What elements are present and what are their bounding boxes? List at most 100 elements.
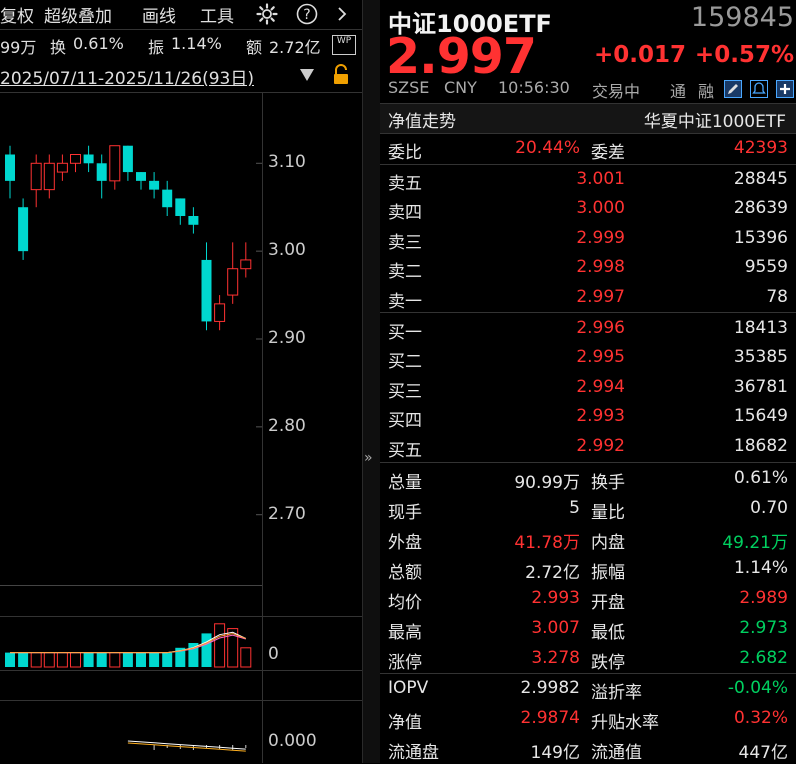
candle[interactable]	[70, 154, 81, 173]
candle[interactable]	[149, 172, 160, 199]
fund-row[interactable]: IOPV 2.9982 溢折率 -0.04%	[388, 675, 788, 704]
detail-row[interactable]: 总量 90.99万 换手 0.61%	[388, 465, 788, 494]
volume-chart[interactable]	[0, 617, 262, 669]
bid-price: 2.995	[576, 347, 625, 368]
fund-label: 净值	[388, 713, 422, 733]
candlestick-chart[interactable]	[0, 93, 262, 585]
bid-row[interactable]: 买一 2.996 18413	[388, 315, 788, 344]
detail-row[interactable]: 现手 5 量比 0.70	[388, 495, 788, 524]
bid-row[interactable]: 买三 2.994 36781	[388, 374, 788, 403]
toolbar-overlay-button[interactable]: 超级叠加	[44, 7, 112, 27]
candle[interactable]	[18, 198, 29, 260]
candle[interactable]	[83, 145, 94, 173]
dropdown-triangle-icon[interactable]	[299, 68, 315, 82]
ask-row[interactable]: 卖三 2.999 15396	[388, 225, 788, 254]
candle[interactable]	[56, 154, 68, 181]
detail-value: 90.99万	[514, 473, 580, 493]
edit-icon[interactable]	[724, 80, 742, 98]
volume-bar[interactable]	[227, 628, 239, 668]
expand-chevron-icon[interactable]: »	[364, 450, 373, 466]
candle[interactable]	[227, 242, 239, 304]
bid-row[interactable]: 买二 2.995 35385	[388, 344, 788, 373]
volume-bar[interactable]	[43, 652, 55, 668]
volume-bar[interactable]	[30, 652, 42, 668]
macd-chart[interactable]	[0, 701, 262, 763]
volume-bar[interactable]	[122, 652, 133, 667]
candle[interactable]	[175, 198, 186, 225]
volume-bar[interactable]	[240, 647, 252, 668]
candle[interactable]	[201, 242, 212, 331]
bid-volume: 15649	[733, 406, 788, 427]
candle[interactable]	[5, 145, 15, 199]
toolbar-draw-button[interactable]: 画线	[142, 7, 176, 27]
volume-ma-line	[10, 633, 246, 654]
volume-bar[interactable]	[5, 652, 15, 667]
help-icon[interactable]: ?	[296, 3, 318, 25]
ask-volume: 15396	[733, 227, 788, 248]
volume-bar[interactable]	[162, 652, 173, 667]
candle[interactable]	[122, 145, 133, 181]
detail-label: 内盘	[591, 533, 625, 553]
candle[interactable]	[240, 242, 252, 278]
bid-price: 2.996	[576, 318, 625, 338]
wp-icon[interactable]: WP	[332, 35, 356, 55]
candle[interactable]	[109, 145, 121, 190]
toolbar-fuquan-button[interactable]: 复权	[0, 7, 34, 27]
ask-level-label: 卖四	[388, 203, 422, 224]
detail-row[interactable]: 外盘 41.78万 内盘 49.21万	[388, 525, 788, 554]
detail-row[interactable]: 涨停 3.278 跌停 2.682	[388, 645, 788, 674]
volume-bar[interactable]	[201, 633, 212, 667]
volume-bar[interactable]	[83, 652, 94, 667]
volume-bar[interactable]	[214, 623, 226, 668]
bell-icon[interactable]	[750, 80, 768, 98]
candle[interactable]	[162, 180, 173, 216]
volume-bar[interactable]	[96, 652, 107, 667]
macd-line	[127, 740, 246, 750]
candle[interactable]	[214, 295, 226, 331]
price-axis-tick: 2.70	[268, 503, 306, 524]
lock-icon[interactable]	[331, 64, 351, 86]
detail-row[interactable]: 最高 3.007 最低 2.973	[388, 615, 788, 644]
fund-label: IOPV	[388, 678, 429, 698]
detail-row[interactable]: 均价 2.993 开盘 2.989	[388, 585, 788, 614]
ask-price: 2.999	[576, 227, 625, 248]
ask-row[interactable]: 卖二 2.998 9559	[388, 254, 788, 283]
detail-label: 涨停	[388, 653, 422, 673]
gear-icon[interactable]	[256, 3, 278, 25]
nav-trend-tab[interactable]: 净值走势 华夏中证1000ETF	[380, 104, 796, 133]
bid-row[interactable]: 买四 2.993 15649	[388, 403, 788, 432]
candle[interactable]	[136, 172, 146, 190]
ask-row[interactable]: 卖五 3.001 28845	[388, 166, 788, 195]
svg-text:?: ?	[303, 7, 310, 23]
date-range[interactable]: 2025/07/11-2025/11/26(93日)	[0, 69, 254, 89]
volume-bar[interactable]	[109, 652, 121, 668]
macd-axis-tick: 0.000	[268, 731, 317, 751]
candle[interactable]	[96, 154, 107, 199]
volume-bar[interactable]	[175, 647, 186, 667]
volume-bar[interactable]	[56, 652, 68, 668]
price-change-pct: +0.57%	[694, 42, 794, 68]
volume-bar[interactable]	[70, 652, 81, 668]
candle[interactable]	[30, 154, 42, 208]
chevron-right-icon[interactable]	[334, 5, 350, 23]
toolbar-tools-button[interactable]: 工具	[200, 7, 234, 27]
add-watchlist-icon[interactable]	[776, 80, 794, 98]
candle[interactable]	[188, 207, 199, 234]
volume-bar[interactable]	[136, 652, 146, 667]
detail-row[interactable]: 总额 2.72亿 振幅 1.14%	[388, 555, 788, 584]
candle[interactable]	[43, 154, 55, 199]
volume-tail: 99万	[0, 38, 37, 57]
fund-value: -0.04%	[727, 678, 788, 698]
ask-row[interactable]: 卖四 3.000 28639	[388, 195, 788, 224]
fund-row[interactable]: 流通盘 149亿 流通值 447亿	[388, 735, 788, 764]
fund-row[interactable]: 净值 2.9874 升贴水率 0.32%	[388, 705, 788, 734]
volume-bar[interactable]	[18, 652, 29, 667]
price-axis-tick: 3.10	[268, 152, 306, 173]
ask-row[interactable]: 卖一 2.997 78	[388, 284, 788, 313]
panel-splitter[interactable]: »	[362, 0, 381, 763]
bid-row[interactable]: 买五 2.992 18682	[388, 433, 788, 462]
detail-label: 总额	[388, 563, 422, 583]
ask-price: 3.001	[576, 169, 625, 189]
volume-bar[interactable]	[149, 652, 160, 667]
volume-bar[interactable]	[188, 643, 199, 667]
